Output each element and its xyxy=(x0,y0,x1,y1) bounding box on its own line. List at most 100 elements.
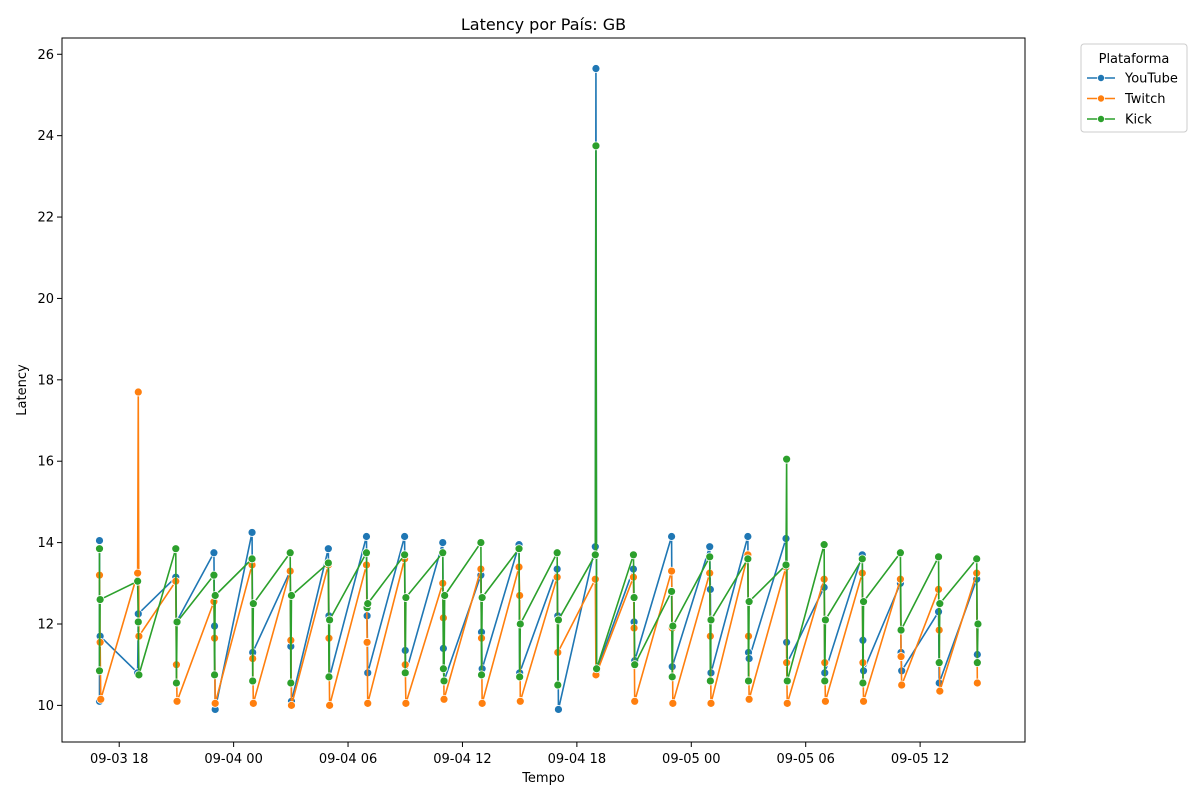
y-tick-label: 16 xyxy=(37,455,54,470)
data-point xyxy=(554,705,563,714)
legend-marker xyxy=(1097,74,1106,83)
data-point xyxy=(325,700,335,710)
data-point xyxy=(782,454,792,464)
data-point xyxy=(972,678,982,688)
data-point xyxy=(247,554,257,564)
data-point xyxy=(972,658,982,668)
data-point xyxy=(896,548,905,558)
data-point xyxy=(438,548,448,558)
x-tick-label: 09-04 06 xyxy=(319,752,377,767)
legend-label: Kick xyxy=(1125,113,1152,128)
data-point xyxy=(172,696,182,706)
data-point xyxy=(210,698,220,708)
data-point xyxy=(439,676,449,686)
data-point xyxy=(667,587,676,596)
data-point xyxy=(514,544,524,554)
legend-title: Plataforma xyxy=(1099,52,1170,67)
data-point xyxy=(706,615,716,625)
data-point xyxy=(859,597,868,607)
plot-area xyxy=(95,64,983,714)
data-point xyxy=(171,544,181,554)
data-point xyxy=(934,658,944,668)
data-point xyxy=(630,696,640,706)
x-tick-label: 09-05 06 xyxy=(776,752,834,767)
legend-label: YouTube xyxy=(1124,72,1178,87)
data-point xyxy=(705,542,715,552)
data-point xyxy=(323,544,333,554)
y-tick-label: 12 xyxy=(37,617,54,632)
data-point xyxy=(400,668,410,678)
data-point xyxy=(935,599,945,609)
data-point xyxy=(287,700,296,710)
data-point xyxy=(515,696,525,706)
data-point xyxy=(591,141,601,151)
data-point xyxy=(95,544,104,554)
data-point xyxy=(859,696,868,706)
x-axis-label: Tempo xyxy=(521,771,565,786)
data-point xyxy=(400,532,410,541)
data-point xyxy=(247,528,257,537)
data-point xyxy=(705,676,715,686)
data-point xyxy=(858,678,868,688)
data-point xyxy=(95,595,105,604)
data-point xyxy=(438,538,448,547)
data-point xyxy=(972,554,982,564)
data-point xyxy=(248,599,258,609)
data-point xyxy=(209,548,219,558)
data-point xyxy=(705,552,715,562)
data-point xyxy=(819,540,829,550)
data-point xyxy=(554,615,563,625)
data-point xyxy=(325,615,335,625)
data-point xyxy=(363,599,373,609)
data-point xyxy=(401,593,411,602)
data-point xyxy=(820,676,830,686)
data-point xyxy=(744,694,754,704)
data-point xyxy=(668,621,678,631)
legend: Plataforma YouTube Twitch Kick xyxy=(1080,43,1188,133)
data-point xyxy=(743,532,753,541)
legend-marker xyxy=(1097,94,1106,103)
data-point xyxy=(134,670,144,680)
data-point xyxy=(782,698,792,708)
legend-marker xyxy=(1097,115,1106,124)
data-point xyxy=(706,698,716,708)
legend-entry: YouTube xyxy=(1087,72,1178,87)
data-point xyxy=(897,680,907,690)
data-point xyxy=(744,676,753,686)
data-point xyxy=(590,550,600,560)
data-point xyxy=(515,672,525,682)
x-tick-label: 09-04 00 xyxy=(204,752,262,767)
data-point xyxy=(821,615,830,625)
data-point xyxy=(667,672,677,682)
data-point xyxy=(401,698,411,708)
data-point xyxy=(286,678,296,688)
x-tick-label: 09-04 12 xyxy=(433,752,491,767)
data-point xyxy=(629,550,638,560)
data-point xyxy=(934,552,943,562)
series-line xyxy=(98,145,979,686)
data-point xyxy=(477,593,487,602)
data-point xyxy=(324,672,334,682)
y-tick-label: 26 xyxy=(37,48,54,63)
data-point xyxy=(439,694,449,704)
data-point xyxy=(133,576,143,586)
y-tick-label: 22 xyxy=(37,211,54,226)
data-point xyxy=(172,678,181,688)
data-point xyxy=(515,619,525,629)
data-point xyxy=(476,538,486,547)
x-tick-label: 09-04 18 xyxy=(548,752,606,767)
data-point xyxy=(592,664,601,674)
data-point xyxy=(935,686,945,696)
data-point xyxy=(590,574,600,584)
data-point xyxy=(133,387,143,397)
data-point xyxy=(362,637,372,647)
data-point xyxy=(477,698,487,708)
data-point xyxy=(896,625,906,635)
data-point xyxy=(209,570,219,580)
axes: 10 12 14 16 18 20 22 24 26 09-03 18 09-04 00 09-04 … xyxy=(37,48,949,767)
data-point xyxy=(287,591,296,600)
data-point xyxy=(248,698,258,708)
data-point xyxy=(781,560,791,570)
